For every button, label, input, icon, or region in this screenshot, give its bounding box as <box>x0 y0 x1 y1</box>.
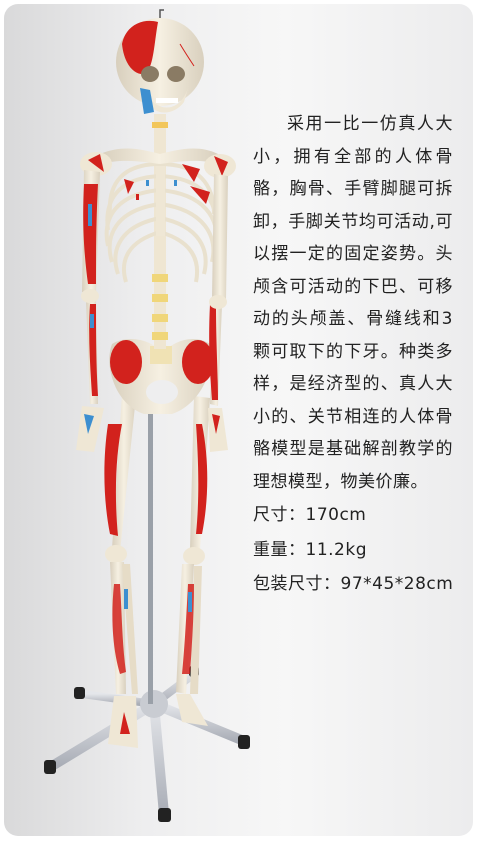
product-card: 采用一比一仿真人大小，拥有全部的人体骨骼，胸骨、手臂脚腿可拆卸，手脚关节均可活动… <box>4 4 473 836</box>
spec-weight: 重量：11.2kg <box>253 533 453 568</box>
spec-size: 尺寸：170cm <box>253 498 453 533</box>
spec-package-label: 包装尺寸： <box>253 574 341 594</box>
spec-weight-label: 重量： <box>253 539 306 560</box>
pelvis <box>109 339 214 414</box>
spec-size-label: 尺寸： <box>253 505 306 525</box>
product-description: 采用一比一仿真人大小，拥有全部的人体骨骼，胸骨、手臂脚腿可拆卸，手脚关节均可活动… <box>253 108 453 602</box>
spec-package-value: 97*45*28cm <box>340 574 454 594</box>
stand-pole <box>148 364 153 704</box>
skeleton-model-image <box>44 9 250 822</box>
spec-weight-value: 11.2kg <box>305 539 367 560</box>
skull <box>116 9 204 114</box>
spec-size-value: 170cm <box>305 505 367 525</box>
legs <box>104 394 210 748</box>
spec-package: 包装尺寸：97*45*28cm <box>253 567 453 602</box>
shoulders <box>80 148 236 178</box>
arms <box>76 170 228 452</box>
description-text: 采用一比一仿真人大小，拥有全部的人体骨骼，胸骨、手臂脚腿可拆卸，手脚关节均可活动… <box>253 114 453 492</box>
stand-base <box>44 666 250 822</box>
